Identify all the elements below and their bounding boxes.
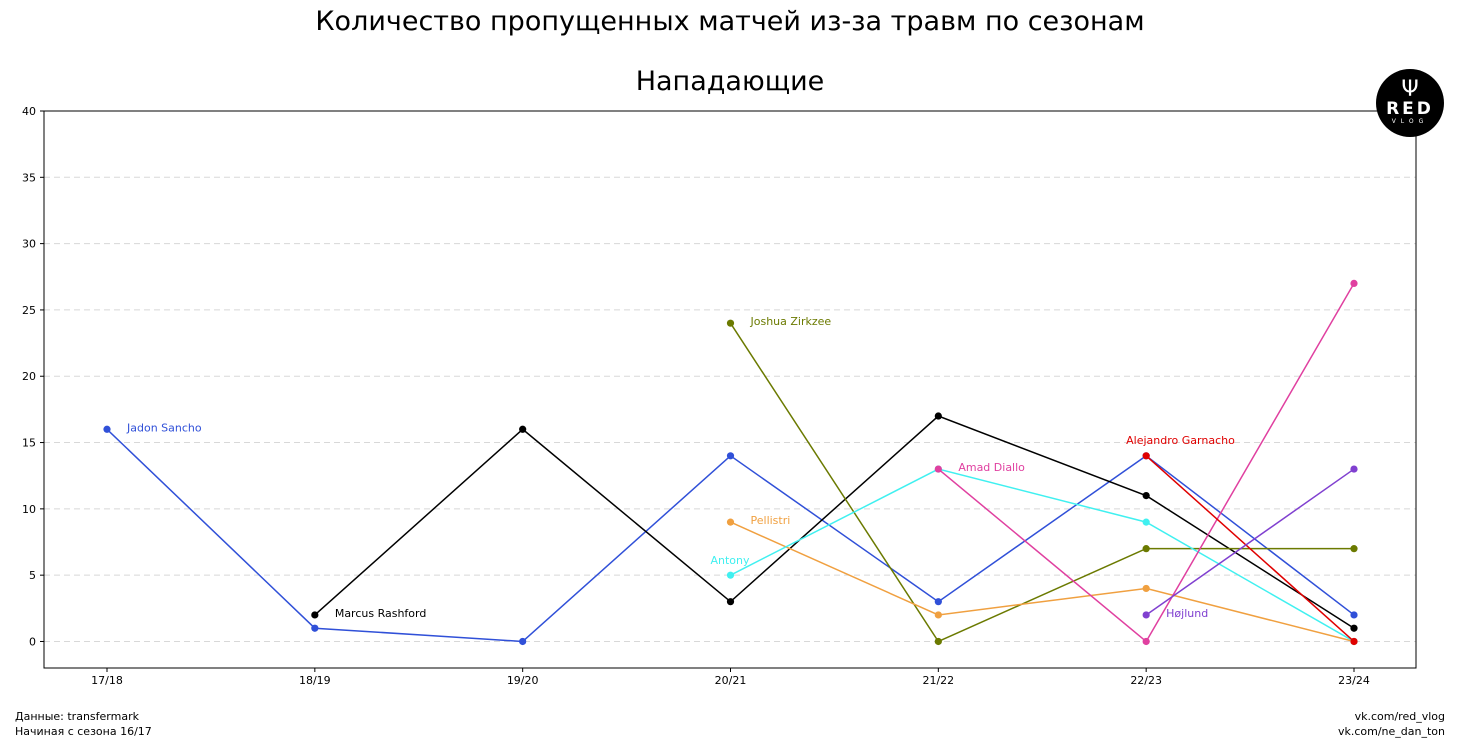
data-point: [726, 571, 735, 579]
footer-source: Данные: transfermark Начиная с сезона 16…: [15, 709, 152, 739]
footer-source-text: Данные: transfermark: [15, 710, 139, 723]
x-axis: 17/18 18/19 19/20 20/21 21/22 22/23 23/24: [91, 668, 1370, 687]
logo-subtext: VLOG: [1391, 118, 1429, 125]
x-tick-label: 20/21: [715, 674, 747, 687]
x-tick-label: 17/18: [91, 674, 123, 687]
y-axis: 0 5 10 15 20 25 30 35 40: [22, 105, 44, 648]
y-tick-label: 0: [29, 635, 36, 648]
data-point: [1350, 465, 1358, 473]
data-point: [934, 611, 942, 619]
x-tick-label: 21/22: [922, 674, 954, 687]
series-label: Joshua Zirkzee: [750, 315, 832, 328]
data-point: [726, 518, 735, 526]
data-point: [1350, 545, 1358, 553]
series-label: Jadon Sancho: [126, 421, 202, 434]
series-line: [1145, 468, 1355, 616]
y-tick-label: 40: [22, 105, 36, 118]
data-point: [1142, 584, 1150, 593]
y-tick-label: 20: [22, 370, 36, 383]
series-label: Amad Diallo: [958, 461, 1025, 474]
data-point: [934, 412, 942, 420]
y-tick-label: 15: [22, 437, 36, 450]
data-point: [1350, 279, 1358, 288]
series-label: Antony: [711, 554, 751, 567]
footer-since-text: Начиная с сезона 16/17: [15, 725, 152, 738]
data-point: [1142, 611, 1150, 619]
logo-text: RED: [1386, 99, 1434, 119]
series-marcus-rashford: [311, 412, 1358, 632]
series-h-jlund: [1142, 465, 1358, 619]
data-point: [726, 598, 735, 606]
series-line: [729, 322, 1354, 643]
data-point: [934, 637, 942, 646]
series-group: [103, 279, 1358, 646]
data-point: [519, 637, 527, 646]
series-amad-diallo: [934, 279, 1358, 646]
data-point: [519, 425, 527, 433]
data-point: [103, 425, 111, 433]
series-line: [730, 521, 1355, 643]
chart-subtitle: Нападающие: [636, 66, 825, 97]
series-alejandro-garnacho: [1142, 452, 1358, 646]
series-pellistri: [726, 518, 1358, 646]
data-point: [1142, 518, 1150, 526]
y-tick-label: 10: [22, 503, 36, 516]
y-tick-label: 25: [22, 304, 36, 317]
x-tick-label: 19/20: [507, 674, 539, 687]
series-joshua-zirkzee: [726, 319, 1358, 646]
data-point: [1350, 637, 1358, 646]
series-line: [1145, 455, 1355, 643]
red-vlog-logo: Ψ RED VLOG: [1376, 69, 1444, 137]
series-labels: Jadon Sancho Marcus Rashford Joshua Zirkze…: [126, 315, 1235, 620]
footer-link-1: vk.com/red_vlog: [1354, 710, 1445, 723]
data-point: [1142, 545, 1150, 553]
data-point: [726, 319, 735, 327]
data-point: [1350, 624, 1358, 632]
data-point: [311, 624, 319, 632]
series-label: Alejandro Garnacho: [1126, 434, 1235, 447]
footer-links: vk.com/red_vlog vk.com/ne_dan_ton: [1338, 709, 1445, 739]
series-line: [730, 468, 1355, 643]
x-tick-label: 22/23: [1130, 674, 1162, 687]
data-point: [934, 598, 942, 606]
plot-area: [43, 110, 1417, 669]
series-label: Pellistri: [751, 514, 791, 527]
y-tick-label: 30: [22, 238, 36, 251]
data-point: [311, 611, 319, 619]
trident-icon: Ψ: [1401, 77, 1419, 102]
data-point: [934, 465, 942, 473]
series-line: [314, 415, 1355, 629]
series-label: Højlund: [1166, 607, 1208, 620]
data-point: [1142, 491, 1150, 500]
y-tick-label: 5: [29, 569, 36, 582]
footer-link-2: vk.com/ne_dan_ton: [1337, 725, 1445, 738]
x-tick-label: 23/24: [1338, 674, 1370, 687]
data-point: [726, 452, 735, 460]
data-point: [1350, 611, 1358, 619]
y-tick-label: 35: [22, 171, 36, 184]
chart-title: Количество пропущенных матчей из-за трав…: [315, 6, 1144, 37]
data-point: [1142, 637, 1150, 646]
series-label: Marcus Rashford: [335, 607, 427, 620]
x-tick-label: 18/19: [299, 674, 331, 687]
data-point: [1142, 452, 1150, 460]
